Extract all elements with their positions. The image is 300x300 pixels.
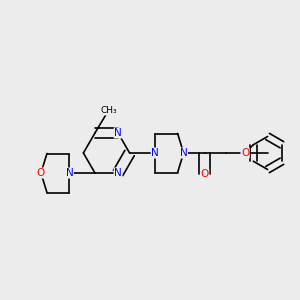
Text: N: N bbox=[114, 168, 122, 178]
Text: N: N bbox=[151, 148, 159, 158]
Text: N: N bbox=[180, 148, 188, 158]
Text: O: O bbox=[200, 169, 209, 179]
Text: N: N bbox=[114, 128, 122, 138]
Text: O: O bbox=[241, 148, 249, 158]
Text: CH₃: CH₃ bbox=[100, 106, 117, 115]
Text: N: N bbox=[66, 168, 73, 178]
Text: O: O bbox=[37, 168, 45, 178]
